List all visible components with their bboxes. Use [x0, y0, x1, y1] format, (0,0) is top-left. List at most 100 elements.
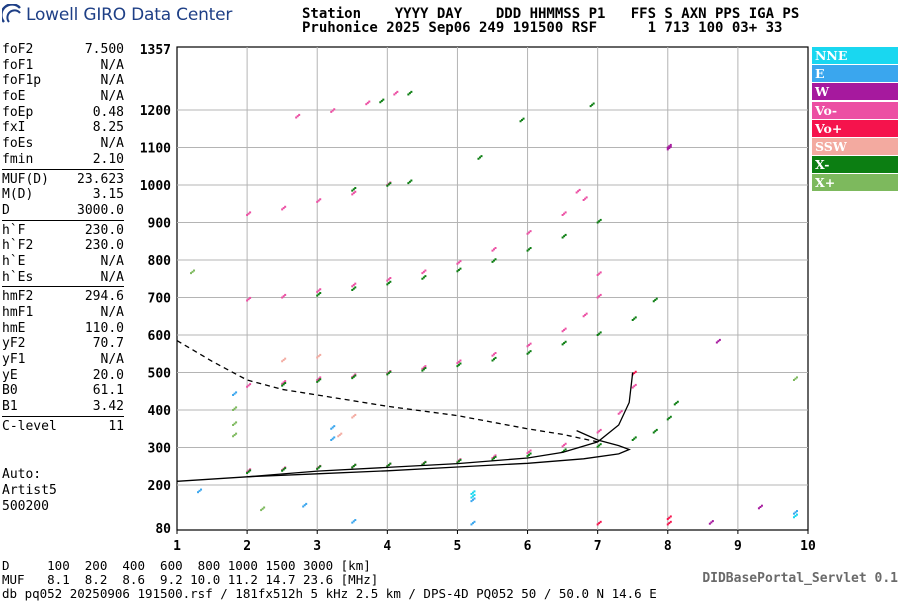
- param-label: yF2: [2, 336, 26, 352]
- trace-point: [281, 360, 284, 363]
- trace-point: [319, 465, 322, 468]
- y-tick-label: 700: [148, 292, 172, 307]
- trace-point: [493, 248, 495, 251]
- param-label: foF1p: [2, 73, 42, 89]
- autoscaling-info: Auto: Artist5 500200: [2, 467, 57, 515]
- trace-point: [529, 350, 532, 353]
- trace-point: [491, 249, 494, 252]
- trace-point: [261, 507, 264, 510]
- trace-point: [351, 377, 354, 380]
- trace-point: [284, 382, 287, 385]
- trace-point: [190, 272, 193, 275]
- trace-point: [317, 377, 320, 380]
- trace-point: [794, 377, 797, 380]
- param-separator: [2, 415, 124, 417]
- trace-point: [316, 379, 319, 381]
- auto-label: Auto:: [2, 467, 42, 482]
- footer-muf-row: MUF 8.1 8.2 8.6 9.2 10.0 11.2 14.7 23.6 …: [2, 572, 379, 587]
- param-row: h`F 230.0: [2, 223, 124, 239]
- trace-point: [352, 287, 355, 290]
- param-value: 20.0: [92, 367, 124, 383]
- param-row: yF2 70.7: [2, 336, 124, 352]
- trace-point: [421, 277, 424, 280]
- trace-point: [654, 298, 657, 301]
- trace-point: [457, 261, 460, 264]
- trace-point: [528, 231, 531, 234]
- trace-point: [561, 214, 564, 216]
- trace-point: [247, 212, 250, 215]
- param-label: foF2: [2, 42, 34, 57]
- trace-point: [421, 367, 424, 370]
- trace-point: [354, 519, 357, 522]
- trace-point: [491, 457, 494, 459]
- trace-point: [410, 90, 413, 93]
- trace-point: [526, 345, 529, 348]
- footer-file-info: db pq052 20250906 191500.rsf / 181fx512h…: [2, 586, 657, 601]
- trace-point: [421, 272, 424, 275]
- trace-point: [711, 520, 714, 523]
- x-tick-label: 2: [243, 539, 251, 554]
- param-row: yE 20.0: [2, 368, 124, 384]
- trace-point: [282, 207, 285, 210]
- trace-point: [354, 373, 357, 376]
- trace-point: [561, 343, 564, 346]
- trace-point: [282, 383, 285, 386]
- trace-point: [494, 454, 497, 457]
- param-row: fxI 8.25: [2, 120, 124, 136]
- trace-point: [564, 340, 567, 343]
- trace-point: [655, 297, 658, 300]
- y-tick-label: 80: [155, 522, 171, 537]
- trace-point: [792, 516, 795, 519]
- x-tick-label: 3: [313, 539, 321, 554]
- trace-point: [634, 316, 637, 319]
- trace-point: [282, 468, 285, 471]
- trace-point: [564, 448, 567, 451]
- param-label: foEs: [2, 136, 34, 152]
- auto-code: 500200: [2, 499, 49, 514]
- profile-curve: [176, 430, 631, 482]
- trace-point: [491, 458, 494, 461]
- param-row: h`F2 230.0: [2, 238, 124, 254]
- trace-point: [319, 288, 322, 291]
- x-tick-label: 1: [173, 539, 181, 554]
- y-tick-label: 1200: [140, 104, 171, 119]
- trace-point: [596, 221, 599, 224]
- trace-point: [422, 270, 425, 273]
- trace-point: [422, 366, 425, 369]
- muf-curve: [176, 340, 598, 443]
- trace-point: [669, 143, 672, 146]
- trace-point: [246, 472, 249, 474]
- trace-point: [676, 400, 679, 403]
- trace-point: [249, 383, 252, 386]
- trace-point: [281, 208, 284, 211]
- trace-point: [493, 353, 495, 356]
- trace-point: [457, 360, 460, 363]
- trace-point: [459, 359, 462, 362]
- trace-point: [634, 383, 637, 386]
- trace-point: [459, 267, 462, 270]
- trace-point: [389, 462, 392, 465]
- trace-point: [526, 455, 529, 458]
- trace-point: [282, 358, 285, 361]
- trace-point: [470, 500, 473, 503]
- trace-point: [599, 520, 602, 523]
- trace-point: [491, 260, 494, 263]
- trace-point: [316, 200, 319, 203]
- trace-point: [654, 430, 657, 433]
- param-row: h`Es N/A: [2, 270, 124, 286]
- trace-point: [316, 380, 319, 383]
- trace-point: [563, 212, 566, 215]
- trace-point: [668, 145, 671, 148]
- trace-point: [282, 295, 285, 298]
- trace-point: [493, 259, 495, 262]
- trace-point: [319, 292, 322, 295]
- trace-point: [582, 315, 585, 318]
- trace-point: [715, 341, 718, 344]
- trace-point: [422, 462, 425, 465]
- trace-point: [316, 356, 319, 359]
- param-label: M(D): [2, 187, 34, 203]
- trace-point: [563, 342, 566, 345]
- trace-point: [249, 211, 252, 214]
- trace-point: [494, 247, 497, 250]
- legend-item: SSW: [812, 137, 898, 155]
